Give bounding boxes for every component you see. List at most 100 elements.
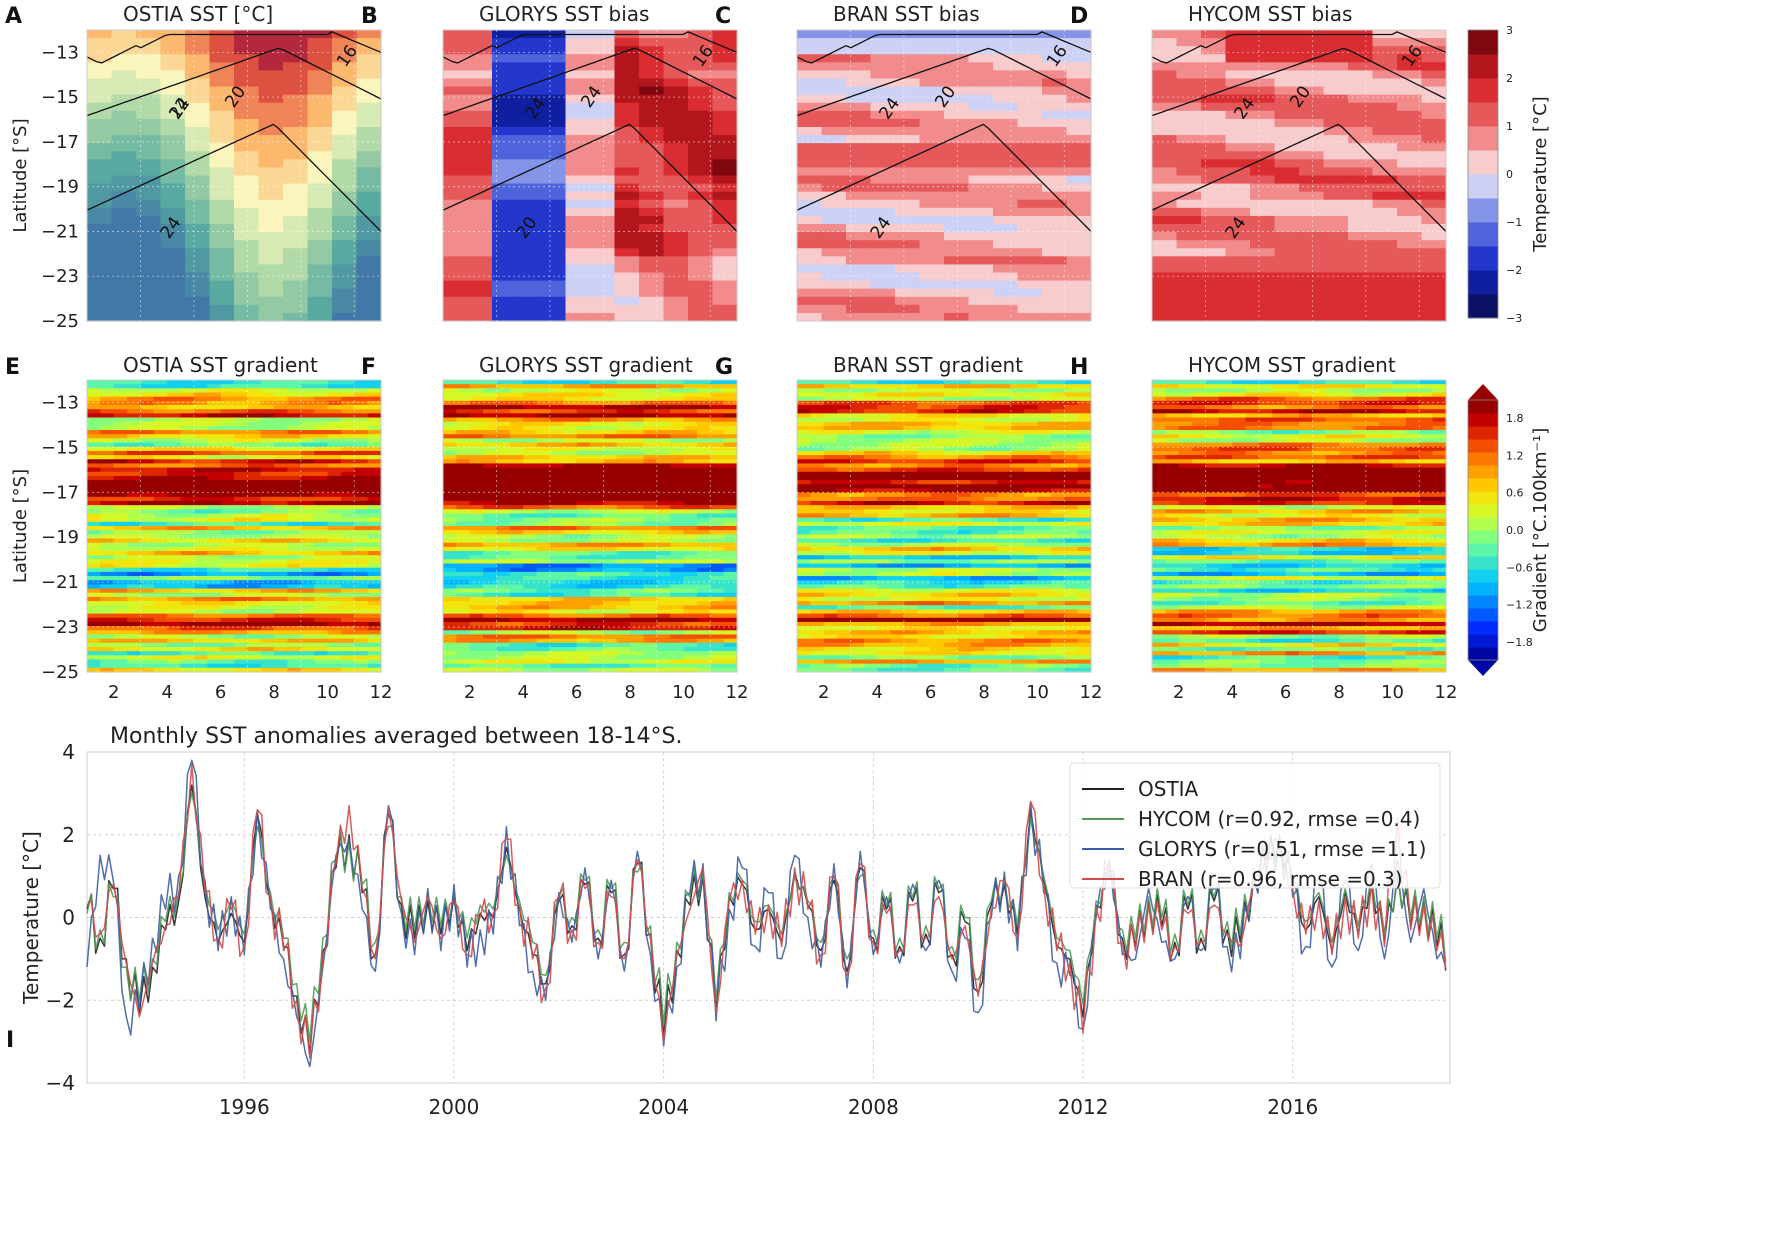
heat-cell: [247, 663, 262, 669]
heat-cell: [549, 542, 564, 548]
heat-cell: [590, 54, 616, 63]
heat-cell: [274, 417, 289, 423]
heat-cell: [536, 642, 551, 648]
heat-cell: [367, 605, 382, 611]
heat-cell: [1397, 280, 1423, 290]
heat-cell: [180, 605, 195, 611]
heat-cell: [180, 484, 195, 490]
heat-cell: [167, 634, 182, 640]
heat-cell: [193, 467, 208, 473]
heat-cell: [367, 638, 382, 644]
heat-cell: [136, 94, 162, 104]
heat-cell: [469, 484, 484, 490]
heat-cell: [234, 571, 248, 577]
heat-cell: [1152, 207, 1178, 217]
heat-cell: [287, 596, 302, 602]
heat-cell: [111, 248, 137, 257]
heat-cell: [643, 563, 658, 569]
heat-cell: [111, 199, 137, 209]
heat-cell: [220, 542, 235, 548]
heat-cell: [663, 280, 689, 290]
heat-cell: [140, 655, 155, 661]
heat-cell: [516, 288, 542, 298]
heat-cell: [968, 78, 994, 88]
heat-cell: [167, 526, 182, 531]
heat-cell: [287, 380, 302, 385]
heat-cell: [234, 264, 260, 274]
heat-cell: [367, 546, 382, 552]
heat-cell: [1201, 143, 1227, 152]
heat-cell: [354, 601, 369, 606]
heat-cell: [167, 596, 182, 602]
heat-cell: [354, 496, 369, 502]
heat-cell: [87, 542, 101, 548]
heat-cell: [683, 517, 698, 523]
heat-cell: [630, 384, 645, 389]
heat-cell: [688, 175, 714, 185]
heat-cell: [1017, 304, 1043, 314]
heat-cell: [340, 567, 355, 573]
heat-cell: [1348, 183, 1374, 193]
heat-cell: [327, 505, 342, 510]
heat-cell: [712, 256, 738, 266]
heat-cell: [723, 655, 738, 661]
heat-cell: [300, 450, 315, 456]
heat-cell: [821, 46, 847, 55]
heat-cell: [354, 421, 369, 427]
heat-cell: [127, 580, 142, 585]
heat-cell: [113, 626, 128, 631]
heat-cell: [565, 127, 591, 136]
heat-cell: [917, 380, 932, 385]
heat-cell: [234, 70, 260, 80]
heat-cell: [300, 638, 315, 644]
heat-cell: [496, 592, 511, 598]
heat-cell: [870, 94, 896, 104]
heat-cell: [993, 54, 1019, 63]
heat-cell: [100, 509, 115, 515]
heat-cell: [523, 500, 538, 506]
heat-cell: [1225, 215, 1251, 225]
heat-cell: [639, 296, 665, 306]
heat-cell: [260, 380, 275, 385]
heat-cell: [113, 551, 128, 556]
heat-cell: [314, 488, 329, 494]
heat-cell: [209, 159, 235, 169]
heat-cell: [234, 110, 260, 120]
heat-cell: [207, 613, 222, 619]
heat-cell: [810, 384, 825, 389]
heat-cell: [710, 442, 725, 448]
heat-cell: [111, 304, 137, 314]
heat-cell: [1152, 94, 1178, 104]
heat-cell: [136, 256, 162, 266]
heat-cell: [87, 256, 113, 266]
heat-cell: [443, 175, 469, 185]
heat-cell: [639, 151, 665, 160]
heat-cell: [1201, 199, 1227, 209]
heat-cell: [456, 463, 471, 469]
heat-cell: [1372, 94, 1398, 104]
heat-cell: [354, 655, 369, 661]
heat-cell: [656, 442, 671, 448]
heat-cell: [193, 621, 208, 627]
heat-cell: [87, 288, 113, 298]
heat-cell: [300, 559, 315, 565]
heat-cell: [274, 421, 289, 427]
heat-cell: [300, 584, 315, 590]
heat-cell: [220, 400, 235, 406]
heat-cell: [616, 563, 631, 569]
heat-cell: [367, 496, 382, 502]
heat-cell: [670, 596, 685, 602]
heat-cell: [207, 651, 222, 656]
heat-cell: [111, 264, 137, 274]
heat-cell: [492, 143, 518, 152]
heat-cell: [234, 646, 248, 652]
heat-cell: [354, 626, 369, 631]
heat-cell: [456, 567, 471, 573]
heat-cell: [670, 496, 685, 502]
heat-cell: [234, 304, 260, 314]
heat-cell: [87, 54, 113, 63]
heat-cell: [209, 248, 235, 257]
heat-cell: [1421, 183, 1447, 193]
heat-cell: [467, 62, 493, 72]
heat-cell: [670, 530, 685, 535]
